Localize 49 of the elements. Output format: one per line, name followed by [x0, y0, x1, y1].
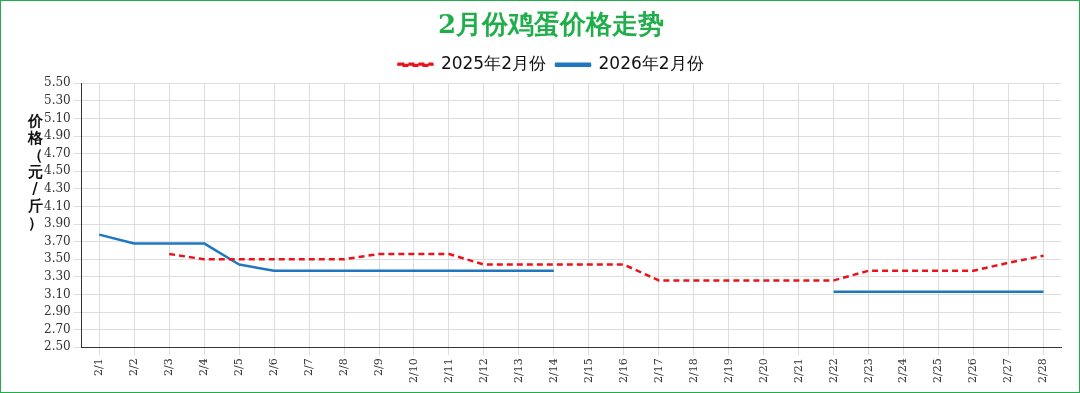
chart-title: 2月份鸡蛋价格走势	[437, 9, 665, 40]
x-tick-label: 2/17	[651, 358, 665, 383]
x-tick-label: 2/18	[686, 358, 700, 383]
y-tick-label: 3.70	[44, 233, 71, 248]
x-tick-label: 2/28	[1036, 358, 1050, 383]
x-tick-label: 2/6	[266, 358, 280, 376]
y-tick-label: 3.50	[44, 251, 71, 266]
x-tick-label: 2/11	[441, 358, 455, 383]
y-tick-label: 5.30	[44, 92, 71, 107]
x-tick-label: 2/16	[616, 358, 630, 383]
y-tick-label: 4.30	[44, 180, 71, 195]
x-tick-label: 2/19	[721, 358, 735, 383]
x-tick-label: 2/22	[826, 358, 840, 383]
x-tick-label: 2/10	[406, 358, 420, 383]
x-tick-label: 2/25	[931, 358, 945, 383]
y-tick-label: 3.30	[44, 269, 71, 283]
x-tick-label: 2/15	[581, 358, 595, 383]
x-tick-label: 2/5	[231, 358, 245, 376]
y-tick-label: 5.50	[44, 75, 71, 90]
x-tick-label: 2/8	[336, 358, 350, 376]
line-series	[167, 252, 1045, 282]
x-tick-label: 2/24	[896, 358, 910, 383]
y-tick-label: 2.50	[44, 339, 71, 354]
y-tick-label: 2.90	[44, 304, 71, 319]
y-tick-label: 3.10	[44, 286, 71, 301]
x-tick-label: 2/2	[127, 358, 141, 376]
y-tick-label: 4.70	[44, 145, 71, 160]
x-tick-label: 2/1	[92, 358, 106, 376]
x-tick-label: 2/3	[162, 358, 176, 376]
y-tick-label: 4.10	[44, 198, 71, 213]
y-tick-label: 3.90	[44, 216, 71, 231]
x-tick-label: 2/13	[511, 358, 525, 383]
x-tick-label: 2/4	[196, 358, 210, 376]
x-tick-label: 2/9	[371, 358, 385, 376]
legend-label: 2026年2月份	[598, 53, 704, 74]
y-tick-label: 4.90	[44, 128, 71, 143]
y-tick-label: 2.70	[44, 321, 71, 336]
legend-label: 2025年2月份	[440, 53, 547, 74]
y-axis-title: 价格（元/斤）	[26, 112, 44, 232]
x-tick-label: 2/23	[861, 358, 875, 383]
x-tick-label: 2/7	[301, 358, 315, 376]
x-tick-label: 2/14	[546, 358, 560, 383]
y-tick-label: 5.10	[44, 110, 71, 125]
x-tick-label: 2/27	[1001, 358, 1015, 383]
x-tick-label: 2/20	[756, 358, 770, 383]
x-tick-label: 2/26	[966, 358, 980, 383]
x-tick-label: 2/21	[791, 358, 805, 383]
y-tick-label: 4.50	[44, 163, 71, 178]
x-tick-label: 2/12	[476, 358, 490, 383]
